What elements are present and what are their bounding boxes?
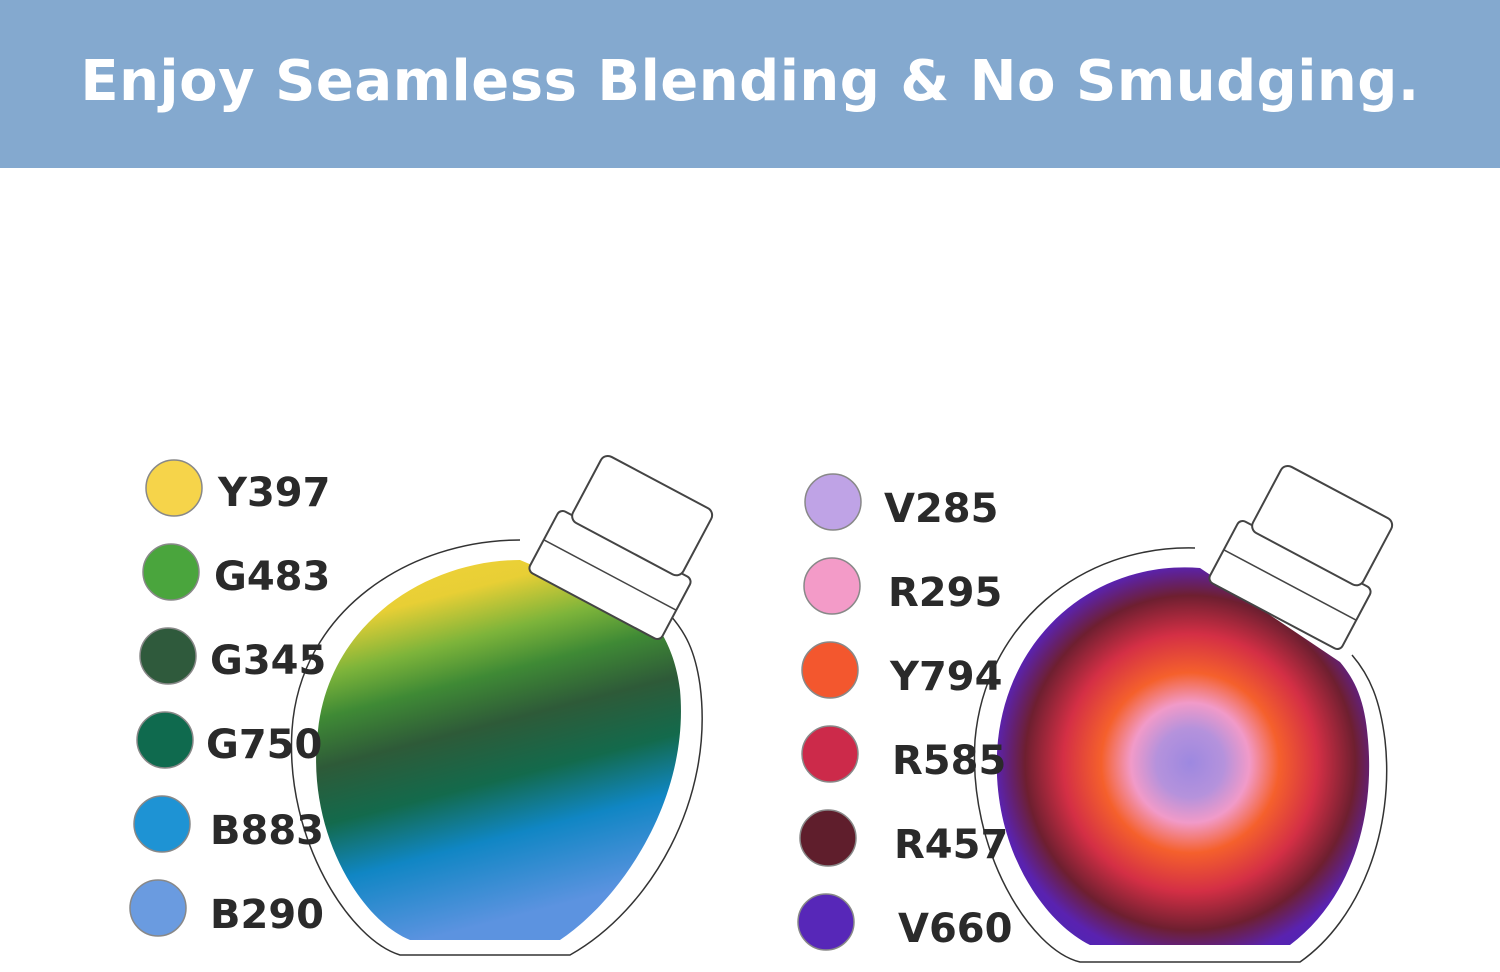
swatch-y794: Y794 bbox=[801, 641, 1002, 700]
left-jar bbox=[290, 455, 714, 956]
swatch-label: G483 bbox=[214, 554, 330, 600]
swatch-r457: R457 bbox=[799, 809, 1008, 868]
swatch-label: R295 bbox=[888, 570, 1002, 616]
swatch-v285: V285 bbox=[804, 473, 998, 532]
swatch-g750: G750 bbox=[136, 711, 322, 769]
left-palette: Y397 G483 G345 G750 B883 B290 bbox=[129, 459, 330, 938]
swatch-y397: Y397 bbox=[145, 459, 330, 517]
swatch-label: R457 bbox=[894, 822, 1008, 868]
swatch-label: R585 bbox=[892, 738, 1006, 784]
swatch-label: B290 bbox=[210, 892, 324, 938]
swatch-g483: G483 bbox=[142, 543, 330, 601]
swatch-b290: B290 bbox=[129, 879, 324, 938]
swatch-r295: R295 bbox=[803, 557, 1002, 616]
swatch-r585: R585 bbox=[801, 725, 1006, 784]
right-palette: V285 R295 Y794 R585 R457 V660 bbox=[797, 473, 1012, 952]
swatch-v660: V660 bbox=[797, 893, 1012, 952]
swatch-b883: B883 bbox=[133, 795, 324, 854]
swatch-label: Y794 bbox=[889, 654, 1002, 700]
right-jar bbox=[973, 465, 1394, 963]
swatch-label: G750 bbox=[206, 722, 322, 768]
swatch-label: V285 bbox=[884, 486, 998, 532]
swatch-label: V660 bbox=[898, 906, 1012, 952]
swatch-label: B883 bbox=[210, 808, 324, 854]
swatch-g345: G345 bbox=[139, 627, 326, 685]
swatch-label: G345 bbox=[210, 638, 326, 684]
header-banner: Enjoy Seamless Blending & No Smudging. bbox=[0, 0, 1500, 168]
banner-title: Enjoy Seamless Blending & No Smudging. bbox=[80, 48, 1420, 114]
swatch-label: Y397 bbox=[217, 470, 330, 516]
